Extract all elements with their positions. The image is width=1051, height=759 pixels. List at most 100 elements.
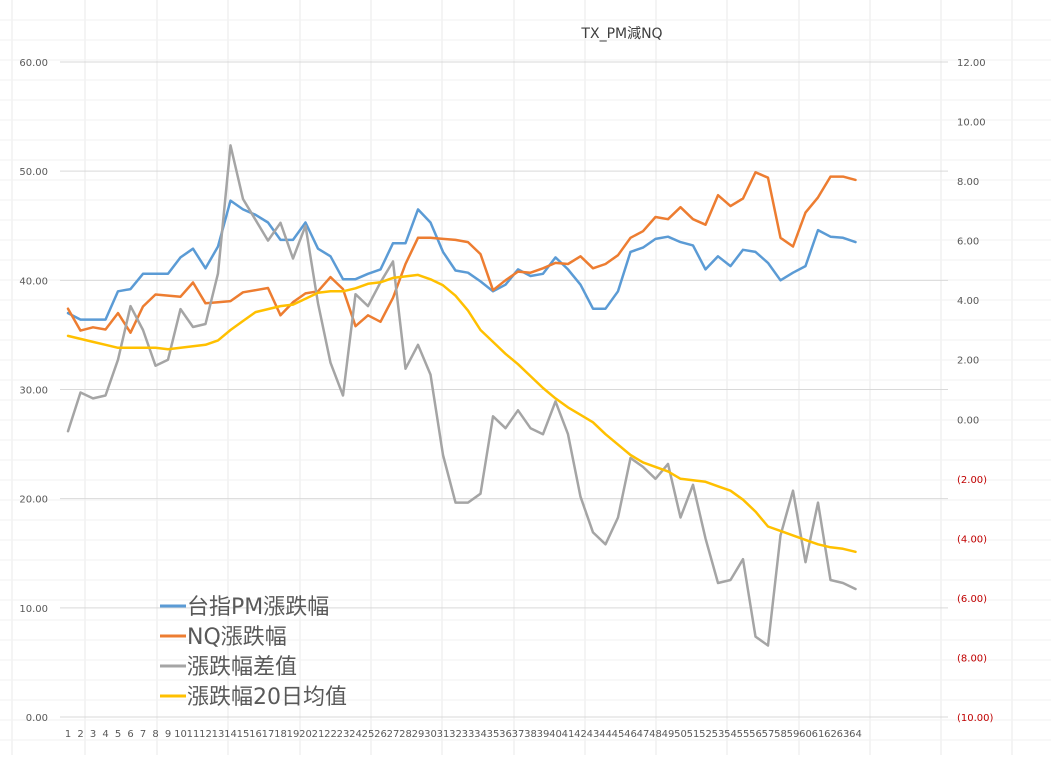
series-line-right-axis-3 bbox=[66, 273, 857, 554]
x-tick-label: 57 bbox=[762, 729, 775, 740]
legend-label: 漲跌幅20日均值 bbox=[187, 685, 347, 710]
x-tick-label: 32 bbox=[449, 729, 462, 740]
x-tick-label: 31 bbox=[437, 729, 450, 740]
x-tick-label: 15 bbox=[237, 729, 250, 740]
x-tick-label: 45 bbox=[612, 729, 625, 740]
x-tick-label: 39 bbox=[537, 729, 550, 740]
x-tick-label: 8 bbox=[152, 729, 158, 740]
x-tick-label: 35 bbox=[487, 729, 500, 740]
x-tick-label: 54 bbox=[724, 729, 737, 740]
right-tick-label: 6.00 bbox=[957, 237, 979, 248]
left-tick-label: 0.00 bbox=[26, 713, 48, 724]
x-tick-label: 37 bbox=[512, 729, 525, 740]
right-tick-label: 2.00 bbox=[957, 356, 979, 367]
right-tick-label: (2.00) bbox=[957, 475, 987, 486]
chart-title: TX_PM減NQ bbox=[580, 25, 662, 42]
right-tick-label: (4.00) bbox=[957, 534, 987, 545]
x-tick-label: 22 bbox=[324, 729, 337, 740]
x-tick-label: 63 bbox=[837, 729, 850, 740]
x-tick-label: 42 bbox=[574, 729, 587, 740]
x-axis: 1 2 3 4 5 6 7 8 9 10 11 12 13 14 15 16 17 18 19 20 21 22 23 24 2… bbox=[65, 729, 862, 740]
right-tick-label: 12.00 bbox=[957, 58, 986, 69]
series-line-left-axis-0 bbox=[66, 199, 857, 321]
x-tick-label: 6 bbox=[127, 729, 133, 740]
series-lines bbox=[66, 144, 857, 647]
right-tick-label: 4.00 bbox=[957, 296, 979, 307]
x-tick-label: 46 bbox=[624, 729, 637, 740]
x-tick-label: 51 bbox=[687, 729, 700, 740]
left-tick-label: 60.00 bbox=[19, 58, 48, 69]
x-tick-label: 43 bbox=[587, 729, 600, 740]
x-tick-label: 9 bbox=[165, 729, 171, 740]
x-tick-label: 20 bbox=[299, 729, 312, 740]
x-tick-label: 4 bbox=[102, 729, 108, 740]
right-tick-label: (6.00) bbox=[957, 594, 987, 605]
series-line-left-axis-1 bbox=[66, 171, 857, 334]
x-tick-label: 10 bbox=[174, 729, 187, 740]
legend-label: 漲跌幅差值 bbox=[187, 655, 297, 680]
x-tick-label: 5 bbox=[115, 729, 121, 740]
x-tick-label: 60 bbox=[799, 729, 812, 740]
x-tick-label: 11 bbox=[187, 729, 200, 740]
x-tick-label: 30 bbox=[424, 729, 437, 740]
x-tick-label: 59 bbox=[787, 729, 800, 740]
legend-label: NQ漲跌幅 bbox=[187, 625, 287, 650]
right-tick-label: (8.00) bbox=[957, 653, 987, 664]
x-tick-label: 55 bbox=[737, 729, 750, 740]
x-tick-label: 52 bbox=[699, 729, 712, 740]
right-tick-label: 0.00 bbox=[957, 415, 979, 426]
x-tick-label: 1 bbox=[65, 729, 71, 740]
x-tick-label: 21 bbox=[312, 729, 325, 740]
x-tick-label: 28 bbox=[399, 729, 412, 740]
x-tick-label: 49 bbox=[662, 729, 675, 740]
x-tick-label: 24 bbox=[349, 729, 362, 740]
x-tick-label: 34 bbox=[474, 729, 487, 740]
x-tick-label: 58 bbox=[774, 729, 787, 740]
x-tick-label: 41 bbox=[562, 729, 575, 740]
left-tick-label: 30.00 bbox=[19, 386, 48, 397]
x-tick-label: 7 bbox=[140, 729, 146, 740]
x-tick-label: 14 bbox=[224, 729, 237, 740]
x-tick-label: 12 bbox=[199, 729, 212, 740]
right-tick-label: (10.00) bbox=[957, 713, 994, 724]
x-tick-label: 62 bbox=[824, 729, 837, 740]
x-tick-label: 56 bbox=[749, 729, 762, 740]
left-tick-label: 50.00 bbox=[19, 167, 48, 178]
x-tick-label: 27 bbox=[387, 729, 400, 740]
x-tick-label: 18 bbox=[274, 729, 287, 740]
x-tick-label: 25 bbox=[362, 729, 375, 740]
x-tick-label: 38 bbox=[524, 729, 537, 740]
x-tick-label: 53 bbox=[712, 729, 725, 740]
right-tick-label: 8.00 bbox=[957, 177, 979, 188]
x-tick-label: 64 bbox=[849, 729, 862, 740]
left-tick-label: 10.00 bbox=[19, 604, 48, 615]
x-tick-label: 23 bbox=[337, 729, 350, 740]
x-tick-label: 40 bbox=[549, 729, 562, 740]
x-tick-label: 16 bbox=[249, 729, 262, 740]
x-tick-label: 3 bbox=[90, 729, 96, 740]
right-tick-label: 10.00 bbox=[957, 118, 986, 129]
left-tick-label: 20.00 bbox=[19, 495, 48, 506]
x-tick-label: 36 bbox=[499, 729, 512, 740]
right-axis: (10.00) (8.00) (6.00) (4.00) (2.00) 0.00 2.00 4… bbox=[957, 58, 994, 724]
legend-label: 台指PM漲跌幅 bbox=[187, 595, 329, 620]
x-tick-label: 48 bbox=[649, 729, 662, 740]
x-tick-label: 29 bbox=[412, 729, 425, 740]
x-tick-label: 50 bbox=[674, 729, 687, 740]
x-tick-label: 19 bbox=[287, 729, 300, 740]
x-tick-label: 61 bbox=[812, 729, 825, 740]
x-tick-label: 47 bbox=[637, 729, 650, 740]
x-tick-label: 33 bbox=[462, 729, 475, 740]
series-line-right-axis-2 bbox=[66, 144, 857, 647]
x-tick-label: 13 bbox=[212, 729, 225, 740]
left-tick-label: 40.00 bbox=[19, 276, 48, 287]
x-tick-label: 2 bbox=[77, 729, 83, 740]
left-axis: 0.00 10.00 20.00 30.00 40.00 50.00 60.00 bbox=[19, 58, 48, 724]
x-tick-label: 17 bbox=[262, 729, 275, 740]
x-tick-label: 26 bbox=[374, 729, 387, 740]
